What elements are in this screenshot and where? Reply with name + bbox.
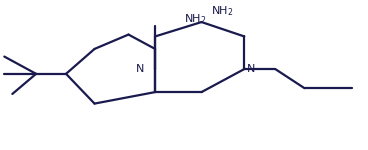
Text: NH$_2$: NH$_2$: [184, 12, 206, 26]
Text: N: N: [247, 64, 255, 74]
Text: NH$_2$: NH$_2$: [210, 4, 233, 18]
Text: N: N: [136, 64, 144, 74]
